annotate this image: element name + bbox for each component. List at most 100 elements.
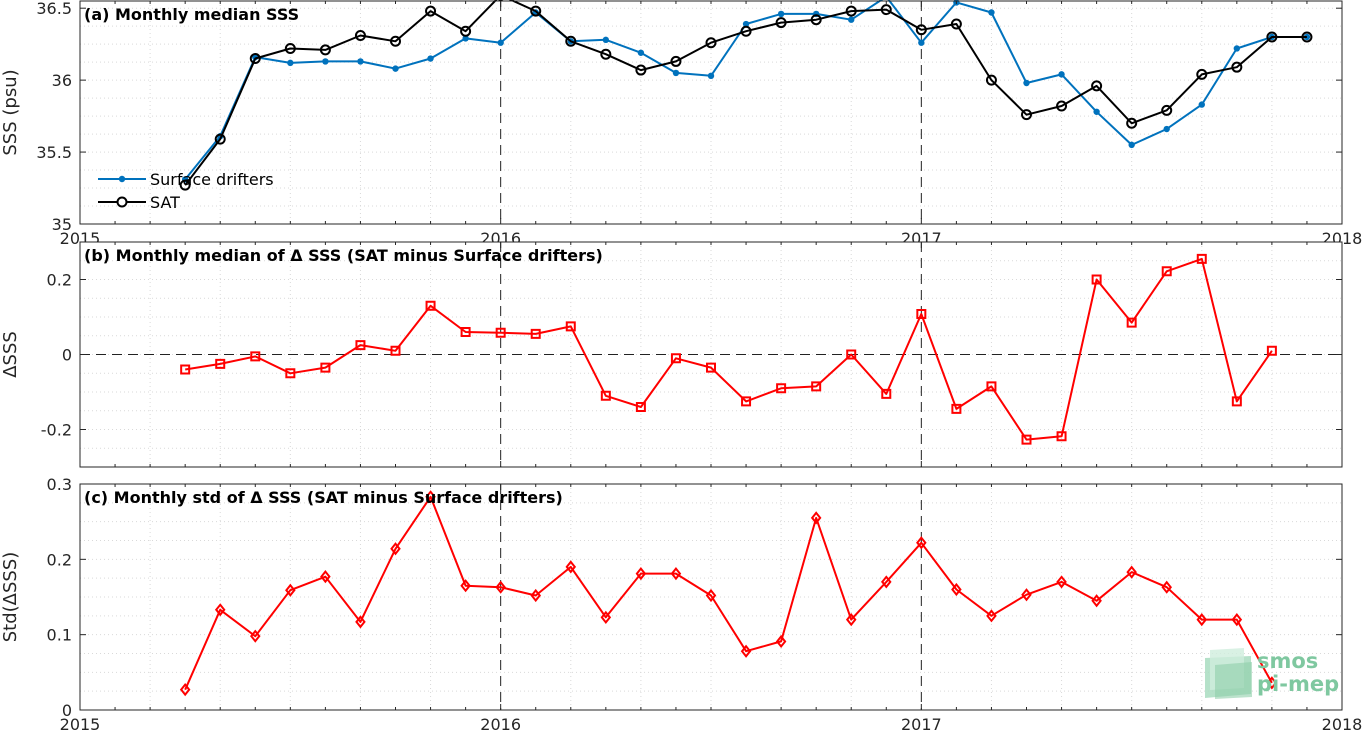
data-point	[1196, 253, 1207, 264]
data-point	[1091, 274, 1102, 285]
data-point	[392, 65, 399, 72]
data-point	[497, 39, 504, 46]
panel-a-legend: Surface drifters SAT	[98, 170, 274, 212]
data-point	[707, 72, 715, 80]
panel-c-ticks: 2015 2016 2017 2018 0 0.1 0.2 0.3	[47, 475, 1363, 734]
data-point	[1126, 317, 1137, 328]
data-point	[810, 14, 822, 26]
series-line-panel-1	[185, 257, 1273, 441]
data-point	[670, 55, 682, 67]
data-point	[390, 542, 401, 556]
data-point	[427, 55, 434, 62]
data-point	[985, 74, 997, 86]
panel-b-ticks: -0.2 0 0.2	[41, 242, 1343, 467]
data-point	[1161, 266, 1172, 277]
data-point	[740, 644, 752, 658]
data-point	[880, 4, 892, 16]
data-point	[635, 64, 647, 76]
data-point	[180, 364, 191, 375]
data-point	[1021, 588, 1032, 602]
data-point	[705, 37, 717, 49]
data-point	[741, 396, 752, 407]
data-point	[460, 327, 471, 337]
data-point	[951, 403, 962, 414]
data-point	[706, 362, 716, 373]
data-point	[670, 353, 681, 364]
smos-pi-mep-logo: smos pi-mep	[1205, 648, 1339, 699]
data-point	[845, 5, 857, 17]
data-point	[916, 309, 927, 319]
data-point	[1126, 117, 1138, 129]
data-point	[916, 536, 927, 550]
data-point	[1163, 125, 1170, 133]
logo-text-smos: smos	[1257, 649, 1318, 673]
data-point	[284, 42, 296, 54]
data-point	[249, 629, 261, 643]
data-point	[1266, 31, 1278, 43]
data-point	[1023, 79, 1030, 87]
y-tick-label: -0.2	[41, 421, 72, 440]
data-point	[390, 345, 401, 356]
data-point	[1231, 396, 1242, 407]
data-point	[565, 321, 576, 332]
panel-b-series	[180, 253, 1277, 445]
data-point	[918, 39, 925, 46]
x-tick-label: 2017	[901, 715, 942, 734]
data-point	[179, 179, 191, 191]
data-point	[1196, 68, 1208, 80]
series-line-panel-2	[184, 495, 1273, 691]
data-point	[355, 340, 366, 351]
panel-a-title: (a) Monthly median SSS	[84, 5, 299, 24]
data-point	[1303, 33, 1311, 41]
data-point	[357, 58, 364, 65]
data-point	[845, 612, 857, 627]
data-point	[881, 388, 892, 399]
panel-c-ylabel: Std(ΔSSS)	[0, 552, 21, 643]
panel-a-ylabel: SSS (psu)	[0, 69, 21, 155]
y-tick-label: 35.5	[36, 143, 72, 162]
data-point	[285, 368, 296, 379]
data-point	[354, 30, 366, 42]
data-point	[214, 603, 226, 617]
data-point	[287, 59, 294, 67]
data-point	[530, 588, 542, 603]
data-point	[846, 349, 857, 360]
logo-text-pi-mep: pi-mep	[1257, 672, 1339, 696]
y-tick-label: 0	[62, 346, 72, 365]
data-point	[179, 683, 191, 697]
data-point	[1161, 580, 1173, 594]
legend-marker-sat	[116, 196, 128, 208]
panel-c-reference-lines	[500, 484, 922, 710]
panel-c-std-delta-sss: 2015 2016 2017 2018 0 0.1 0.2 0.3 (c) Monthly s…	[0, 475, 1362, 734]
data-point	[1091, 594, 1102, 608]
data-point	[565, 35, 577, 47]
data-point	[986, 609, 997, 623]
data-point	[530, 328, 541, 339]
y-tick-label: 0.2	[47, 271, 72, 290]
data-point	[319, 44, 331, 56]
data-point	[811, 381, 822, 392]
data-point	[635, 402, 646, 412]
data-point	[214, 133, 226, 145]
data-point	[425, 490, 436, 504]
legend-label-sat: SAT	[150, 193, 180, 212]
y-tick-label: 36.5	[36, 0, 72, 18]
data-point	[320, 362, 331, 373]
data-point	[1161, 104, 1173, 116]
data-point	[460, 25, 472, 37]
data-point	[425, 300, 436, 311]
data-point	[1056, 100, 1068, 112]
data-point	[951, 582, 962, 597]
data-point	[600, 48, 612, 60]
data-point	[1233, 45, 1241, 52]
data-point	[1128, 141, 1135, 149]
y-tick-label: 0	[62, 701, 72, 720]
data-point	[670, 567, 682, 581]
panel-a-series	[179, 0, 1313, 191]
data-point	[986, 381, 997, 392]
y-tick-label: 0.1	[47, 626, 72, 645]
data-point	[742, 20, 750, 28]
data-point	[600, 610, 612, 624]
panel-c-series	[179, 490, 1278, 697]
